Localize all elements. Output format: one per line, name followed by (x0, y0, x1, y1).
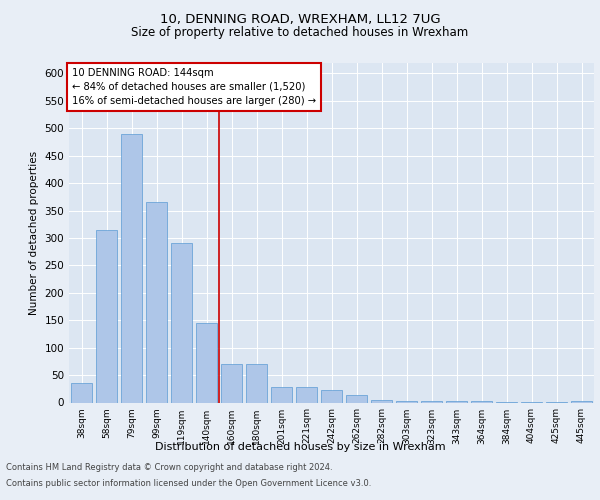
Bar (196, 323, 217, 402)
Text: Contains public sector information licensed under the Open Government Licence v3: Contains public sector information licen… (6, 478, 371, 488)
Bar (371, 400, 392, 402)
Bar (296, 387, 317, 402)
Bar (271, 387, 292, 402)
Bar (146, 202, 167, 402)
Bar (246, 364, 267, 403)
Text: Contains HM Land Registry data © Crown copyright and database right 2024.: Contains HM Land Registry data © Crown c… (6, 464, 332, 472)
Bar (221, 364, 242, 403)
Bar (321, 390, 342, 402)
Bar (171, 244, 192, 402)
Text: 10 DENNING ROAD: 144sqm
← 84% of detached houses are smaller (1,520)
16% of semi: 10 DENNING ROAD: 144sqm ← 84% of detache… (71, 68, 316, 106)
Bar (121, 134, 142, 402)
Bar (346, 396, 367, 402)
Bar (396, 401, 417, 402)
Text: Distribution of detached houses by size in Wrexham: Distribution of detached houses by size … (155, 442, 445, 452)
Bar (96, 230, 117, 402)
Text: 10, DENNING ROAD, WREXHAM, LL12 7UG: 10, DENNING ROAD, WREXHAM, LL12 7UG (160, 12, 440, 26)
Bar (71, 384, 92, 402)
Y-axis label: Number of detached properties: Number of detached properties (29, 150, 39, 314)
Text: Size of property relative to detached houses in Wrexham: Size of property relative to detached ho… (131, 26, 469, 39)
